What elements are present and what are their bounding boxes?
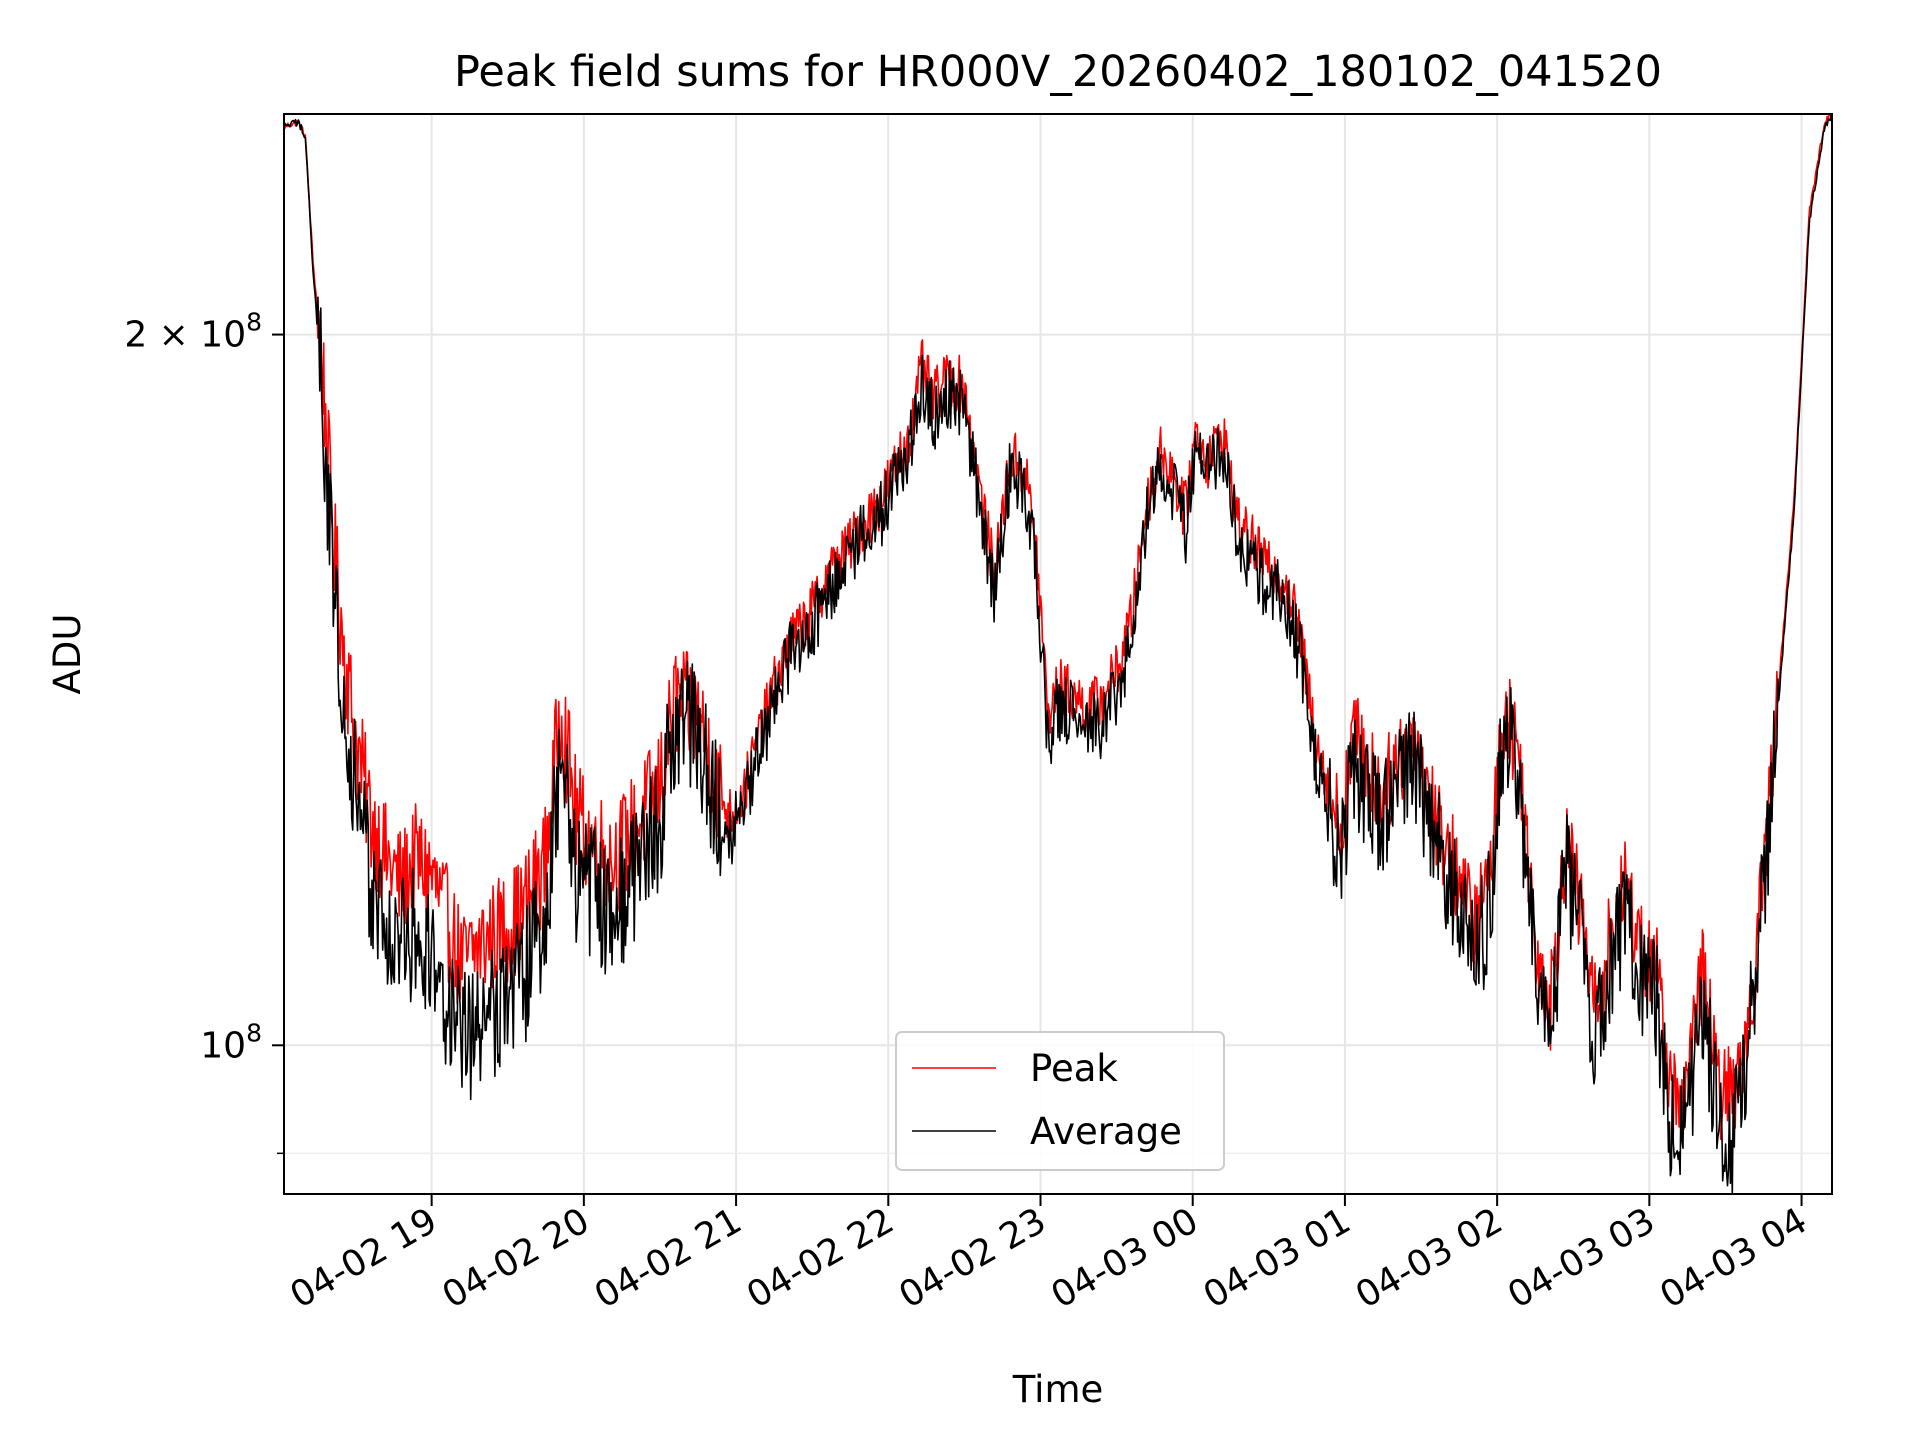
plot-frame xyxy=(283,113,1833,1195)
legend-label-peak: Peak xyxy=(1030,1047,1118,1090)
y-tick-label: 108 xyxy=(200,1018,262,1066)
y-tick-label-exponent: 8 xyxy=(246,1018,262,1047)
legend-box xyxy=(895,1031,1225,1171)
x-axis-label: Time xyxy=(1012,1368,1104,1411)
plot-area xyxy=(284,114,1832,1194)
y-tick-label-base: 2 × 10 xyxy=(124,315,246,356)
y-tick-label: 2 × 108 xyxy=(124,308,262,356)
chart-title: Peak field sums for HR000V_20260402_1801… xyxy=(454,47,1662,97)
legend: Peak Average xyxy=(895,1031,1225,1171)
series-line-average xyxy=(284,114,1832,1194)
y-axis-label: ADU xyxy=(46,614,89,695)
legend-label-average: Average xyxy=(1030,1110,1182,1153)
y-tick-label-base: 10 xyxy=(200,1025,246,1066)
y-tick-label-exponent: 8 xyxy=(246,308,262,337)
